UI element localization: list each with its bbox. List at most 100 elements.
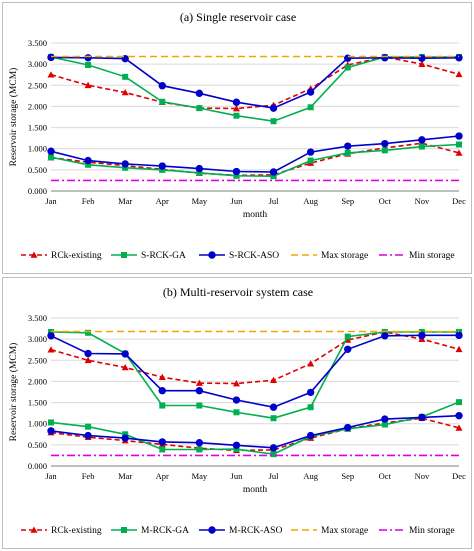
- series-s-rck-aso-lower-point: [381, 139, 389, 148]
- legend: RCk-existing S-RCK-GA S-RCK-ASO Max storage…: [21, 251, 455, 261]
- x-tick-label: Dec: [452, 471, 466, 481]
- series-rck-existing-upper-point: [307, 360, 315, 367]
- x-tick-label: Nov: [415, 196, 430, 206]
- legend-label: Max storage: [321, 526, 368, 536]
- y-axis-ticks: 0.000 0.500 1.000 1.500 2.000 2.500 3.000 3.500: [28, 38, 47, 196]
- series-m-rck-ga-upper-point: [270, 415, 277, 422]
- legend-label: Min storage: [409, 526, 455, 536]
- series-group: [47, 53, 463, 182]
- series-m-rck-aso-lower-point: [306, 431, 315, 440]
- y-axis-ticks: 0.000 0.500 1.000 1.500 2.000 2.500 3.000 3.500: [28, 313, 47, 471]
- series-s-rck-ga-lower-point: [381, 147, 388, 154]
- series-m-rck-ga-lower-point: [270, 451, 277, 458]
- series-m-rck-aso-lower-point: [84, 431, 92, 440]
- series-s-rck-aso-lower-point: [121, 160, 129, 168]
- series-rck-existing-upper-point: [232, 105, 240, 112]
- series-s-rck-aso-lower-point: [232, 167, 241, 176]
- y-tick-label: 0.000: [28, 461, 47, 471]
- series-m-rck-ga-lower-point: [85, 423, 92, 430]
- series-rck-existing-upper-line: [50, 331, 460, 385]
- series-rck-existing-upper-line: [50, 56, 460, 110]
- series-rck-existing-upper-point: [418, 60, 426, 67]
- chart-svg-single-reservoir: (a) Single reservoir case 0.000 0.500 1.000…: [8, 10, 466, 261]
- series-s-rck-ga-upper-point: [307, 104, 314, 111]
- series-s-rck-aso-upper-point: [47, 53, 55, 62]
- series-m-rck-aso-lower-point: [418, 413, 426, 422]
- x-tick-label: Jun: [231, 196, 244, 206]
- x-tick-label: Feb: [82, 196, 95, 206]
- series-s-rck-aso-lower-point: [84, 156, 92, 165]
- x-tick-label: Feb: [82, 471, 95, 481]
- y-tick-label: 2.000: [28, 376, 47, 386]
- x-tick-label: Jan: [45, 471, 57, 481]
- series-m-rck-aso-lower-point: [121, 434, 129, 442]
- series-rck-existing-upper-point: [47, 346, 55, 353]
- series-m-rck-aso-upper-point: [418, 331, 426, 340]
- series-m-rck-aso-lower-point: [344, 423, 352, 432]
- series-rck-existing-upper-point: [121, 363, 129, 371]
- series-rck-existing-lower-point: [455, 149, 463, 156]
- series-rck-existing-upper-point: [455, 70, 463, 78]
- series-m-rck-aso-upper-point: [381, 332, 389, 340]
- chart-svg-multi-reservoir: (b) Multi-reservoir system case 0.000 0.50…: [8, 285, 466, 536]
- x-tick-label: Oct: [379, 471, 392, 481]
- y-tick-label: 1.500: [28, 398, 47, 408]
- series-rck-existing-upper-point: [84, 81, 92, 89]
- legend-label: RCk-existing: [51, 251, 102, 261]
- legend-label: S-RCK-ASO: [229, 251, 279, 261]
- series-s-rck-ga-upper-point: [196, 105, 203, 112]
- legend-item-rck-existing: RCk-existing: [21, 526, 102, 536]
- series-m-rck-aso-upper-point: [232, 396, 241, 404]
- series-s-rck-aso-upper-point: [306, 88, 315, 96]
- legend-item-s-rck-aso: S-RCK-ASO: [199, 251, 279, 261]
- y-tick-label: 0.500: [28, 165, 47, 175]
- series-m-rck-aso-upper-point: [306, 388, 315, 397]
- series-s-rck-aso-upper-point: [232, 98, 241, 106]
- series-s-rck-ga-lower-point: [270, 173, 277, 180]
- legend-swatch-marker: [208, 251, 216, 259]
- series-rck-existing-lower-line: [50, 142, 460, 177]
- series-s-rck-aso-upper-point: [84, 54, 92, 62]
- chart-title: (b) Multi-reservoir system case: [163, 285, 313, 299]
- series-s-rck-aso-lower-point: [306, 148, 315, 156]
- x-tick-label: Sep: [341, 196, 354, 206]
- series-s-rck-ga-lower-point: [48, 154, 54, 161]
- legend-label: Min storage: [409, 251, 455, 261]
- y-tick-label: 1.000: [28, 419, 47, 429]
- series-s-rck-aso-upper-point: [195, 89, 204, 98]
- series-s-rck-aso-lower-point: [455, 132, 463, 140]
- series-rck-existing-upper-point: [84, 356, 92, 364]
- x-tick-label: Aug: [303, 471, 318, 481]
- series-m-rck-aso-lower-point: [455, 411, 463, 420]
- series-rck-existing-upper-point: [121, 88, 129, 96]
- series-m-rck-aso-upper-point: [84, 349, 92, 358]
- series-m-rck-aso-lower-point: [195, 439, 204, 447]
- series-m-rck-aso-lower-point: [47, 427, 55, 435]
- series-s-rck-ga-upper-point: [85, 61, 92, 68]
- y-tick-label: 2.500: [28, 80, 47, 90]
- legend-swatch-marker: [208, 526, 216, 534]
- gridlines: [51, 317, 459, 467]
- y-tick-label: 1.500: [28, 123, 47, 133]
- series-m-rck-aso-upper-line: [50, 334, 459, 409]
- chart-panel-multi-reservoir: (b) Multi-reservoir system case 0.000 0.50…: [2, 277, 472, 549]
- y-tick-label: 3.500: [28, 313, 47, 323]
- series-m-rck-aso-lower-point: [269, 444, 278, 452]
- x-tick-label: Apr: [156, 196, 169, 206]
- series-s-rck-ga-lower-point: [456, 141, 462, 148]
- series-m-rck-ga-upper-point: [233, 409, 240, 416]
- series-s-rck-ga-upper-point: [344, 64, 351, 71]
- series-s-rck-aso-upper-point: [158, 82, 166, 90]
- x-axis-label: month: [243, 485, 268, 495]
- y-tick-label: 3.000: [28, 334, 47, 344]
- series-m-rck-aso-lower-point: [232, 441, 241, 449]
- series-s-rck-ga-lower-point: [307, 157, 314, 164]
- y-tick-label: 3.000: [28, 59, 47, 69]
- x-tick-label: Nov: [415, 471, 430, 481]
- legend-item-max-storage: Max storage: [291, 526, 368, 536]
- series-s-rck-ga-upper-line: [50, 56, 459, 123]
- series-m-rck-ga-lower-point: [381, 421, 388, 428]
- series-m-rck-aso-upper-point: [47, 332, 55, 340]
- legend-item-rck-existing: RCk-existing: [21, 251, 102, 261]
- series-m-rck-aso-upper-point: [121, 350, 129, 358]
